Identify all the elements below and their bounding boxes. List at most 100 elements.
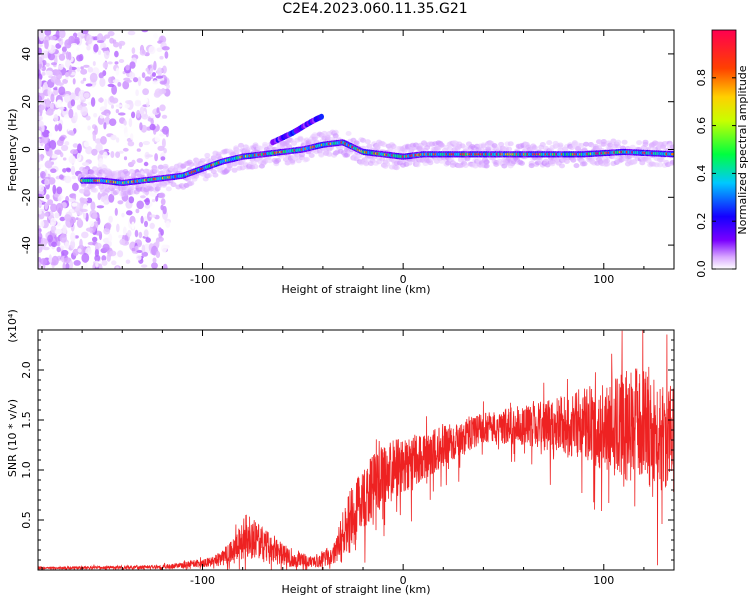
- noise-speckle: [144, 197, 150, 206]
- trace-halo: [231, 167, 238, 173]
- noise-speckle: [108, 76, 115, 84]
- noise-speckle: [105, 222, 112, 230]
- noise-speckle: [117, 200, 124, 205]
- trace-halo: [165, 186, 172, 192]
- spectrogram-y-axis-label: Frequency (Hz): [6, 109, 19, 192]
- noise-speckle: [161, 138, 166, 148]
- y-tick-label: -40: [20, 236, 33, 254]
- noise-speckle: [45, 70, 53, 76]
- noise-speckle: [39, 138, 45, 143]
- noise-speckle: [125, 259, 131, 264]
- noise-speckle: [110, 134, 117, 141]
- trace-halo: [275, 157, 281, 163]
- trace-halo: [212, 172, 219, 178]
- noise-speckle: [141, 244, 146, 253]
- noise-speckle: [59, 30, 66, 39]
- noise-speckle: [154, 136, 160, 142]
- noise-speckle: [47, 87, 52, 97]
- noise-speckle: [111, 260, 117, 266]
- noise-speckle: [54, 149, 62, 155]
- noise-speckle: [131, 47, 136, 54]
- noise-speckle: [136, 158, 143, 163]
- trace-halo: [148, 186, 155, 192]
- noise-speckle: [68, 260, 74, 269]
- spectrogram-x-axis-label: Height of straight line (km): [281, 283, 430, 296]
- noise-speckle: [94, 242, 102, 249]
- trace-halo: [578, 142, 585, 148]
- noise-speckle: [50, 203, 58, 213]
- trace-halo: [79, 188, 86, 194]
- noise-speckle: [128, 117, 133, 128]
- noise-speckle: [142, 88, 150, 96]
- noise-speckle: [56, 71, 63, 80]
- trace-halo: [226, 163, 233, 169]
- noise-speckle: [64, 93, 71, 103]
- noise-speckle: [161, 114, 168, 119]
- trace-halo: [393, 165, 400, 171]
- noise-speckle: [48, 132, 53, 137]
- colorbar-tick-label: 0.6: [695, 117, 708, 135]
- trace-halo: [485, 146, 492, 152]
- branch-band: [319, 113, 324, 120]
- noise-speckle: [62, 78, 68, 84]
- noise-speckle: [86, 34, 93, 45]
- noise-speckle: [80, 68, 88, 75]
- noise-speckle: [42, 246, 50, 251]
- noise-speckle: [38, 120, 44, 127]
- noise-speckle: [69, 208, 75, 213]
- colorbar-tick-label: 0.4: [695, 165, 708, 183]
- trace-halo: [128, 169, 135, 174]
- noise-speckle: [50, 76, 59, 83]
- noise-speckle: [57, 241, 61, 247]
- noise-speckle: [125, 64, 130, 71]
- noise-speckle: [38, 56, 43, 65]
- noise-speckle: [136, 254, 142, 261]
- noise-speckle: [141, 30, 149, 33]
- noise-speckle: [45, 62, 50, 67]
- noise-speckle: [72, 78, 76, 85]
- noise-speckle: [44, 39, 49, 49]
- trace-halo: [364, 139, 371, 145]
- figure-title: C2E4.2023.060.11.35.G21: [282, 1, 468, 17]
- noise-speckle: [92, 61, 96, 66]
- noise-speckle: [93, 113, 98, 118]
- noise-speckle: [97, 40, 105, 44]
- noise-speckle: [160, 156, 166, 161]
- noise-speckle: [130, 133, 134, 140]
- noise-speckle: [138, 141, 143, 148]
- noise-speckle: [69, 92, 77, 102]
- noise-speckle: [38, 115, 44, 121]
- noise-speckle: [85, 115, 91, 121]
- noise-speckle: [122, 226, 127, 236]
- noise-speckle: [74, 112, 78, 122]
- noise-speckle: [76, 152, 82, 162]
- noise-speckle: [127, 141, 135, 147]
- noise-speckle: [141, 113, 149, 120]
- noise-speckle: [45, 194, 50, 200]
- snr-y-scale-label: (x10⁴): [6, 309, 19, 343]
- colorbar-tick-label: 0.0: [695, 260, 708, 278]
- noise-speckle: [82, 77, 87, 82]
- noise-speckle: [103, 122, 107, 130]
- noise-speckle: [159, 133, 165, 137]
- noise-speckle: [159, 104, 166, 112]
- noise-speckle: [155, 239, 160, 248]
- noise-speckle: [114, 50, 119, 58]
- noise-speckle: [68, 108, 74, 119]
- noise-speckle: [136, 109, 141, 119]
- trace-halo: [462, 163, 469, 168]
- noise-speckle: [128, 196, 135, 204]
- noise-speckle: [123, 156, 128, 161]
- noise-speckle: [80, 80, 85, 84]
- noise-speckle: [114, 61, 119, 65]
- noise-speckle: [125, 100, 133, 104]
- trace-halo: [332, 133, 339, 139]
- noise-speckle: [141, 251, 149, 257]
- noise-speckle: [52, 250, 58, 256]
- noise-speckle: [144, 204, 151, 209]
- noise-speckle: [134, 140, 140, 146]
- noise-speckle: [94, 138, 102, 144]
- trace-halo: [124, 174, 131, 180]
- y-tick-label: 20: [20, 95, 33, 109]
- noise-speckle: [57, 197, 62, 202]
